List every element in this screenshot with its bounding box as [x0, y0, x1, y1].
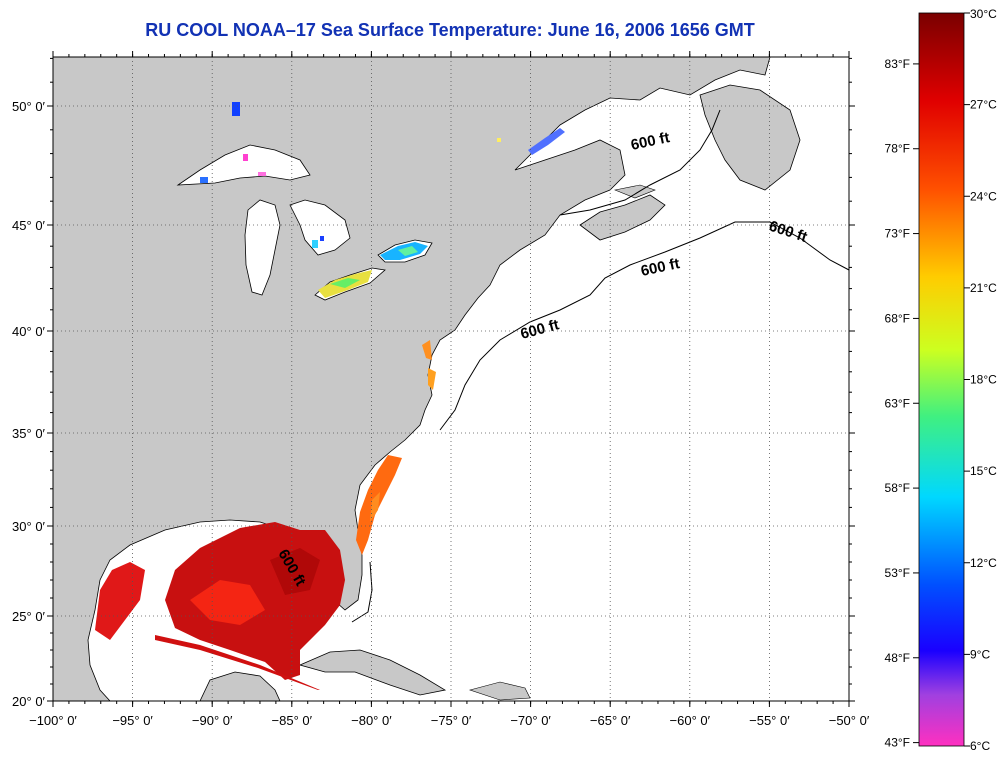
colorbar-label-fahrenheit: 63°F: [885, 396, 910, 410]
colorbar-labels: 30°C 27°C 24°C 21°C 18°C 15°C 12°C 9°C 6°C 83°F 78…: [885, 7, 998, 753]
x-tick-label: −75° 0′: [431, 713, 472, 728]
colorbar-label-celsius: 9°C: [970, 647, 990, 661]
y-tick-label: 20° 0′: [12, 694, 46, 709]
land-hispaniola: [468, 681, 531, 701]
y-tick-label: 45° 0′: [12, 218, 46, 233]
land-cuba: [298, 649, 447, 696]
colorbar-label-fahrenheit: 78°F: [885, 142, 910, 156]
colorbar-label-fahrenheit: 73°F: [885, 227, 910, 241]
graticule: [53, 57, 849, 701]
map-title: RU COOL NOAA–17 Sea Surface Temperature:…: [145, 20, 755, 40]
colorbar-label-celsius: 6°C: [970, 739, 990, 753]
isobath-600ft: [439, 221, 849, 431]
y-tick-label: 50° 0′: [12, 99, 46, 114]
land-yucatan: [199, 671, 281, 701]
gulf-stream-pixels: [356, 340, 436, 555]
x-tick-label: −90° 0′: [192, 713, 233, 728]
y-tick-label: 40° 0′: [12, 324, 46, 339]
x-tick-label: −85° 0′: [272, 713, 313, 728]
x-tick-label: −70° 0′: [510, 713, 551, 728]
x-tick-label: −60° 0′: [670, 713, 711, 728]
colorbar-label-celsius: 12°C: [970, 556, 997, 570]
colorbar-label-celsius: 21°C: [970, 281, 997, 295]
colorbar: [918, 12, 965, 747]
colorbar-label-fahrenheit: 58°F: [885, 481, 910, 495]
colorbar-label-fahrenheit: 53°F: [885, 566, 910, 580]
lake-superior: [176, 144, 311, 186]
lake-sst-pixels: [200, 102, 565, 298]
land-newfoundland: [699, 84, 801, 191]
colorbar-label-celsius: 24°C: [970, 189, 997, 203]
lake-huron: [289, 199, 351, 256]
colorbar-label-celsius: 30°C: [970, 7, 997, 21]
colorbar-label-celsius: 18°C: [970, 373, 997, 387]
x-tick-label: −55° 0′: [749, 713, 790, 728]
colorbar-label-fahrenheit: 68°F: [885, 311, 910, 325]
x-tick-label: −80° 0′: [351, 713, 392, 728]
colorbar-label-fahrenheit: 48°F: [885, 651, 910, 665]
x-tick-label: −50° 0′: [829, 713, 870, 728]
lake-michigan: [244, 199, 281, 296]
colorbar-label-celsius: 27°C: [970, 98, 997, 112]
axis-ticks: −100° 0′ −95° 0′ −90° 0′ −85° 0′ −80° 0′ −75°…: [12, 51, 870, 728]
isobath-florida: [351, 561, 373, 623]
colorbar-label-fahrenheit: 43°F: [885, 736, 910, 750]
x-tick-label: −95° 0′: [112, 713, 153, 728]
y-tick-label: 25° 0′: [12, 609, 46, 624]
land-nova-scotia: [579, 194, 666, 241]
colorbar-label-fahrenheit: 83°F: [885, 57, 910, 71]
colorbar-label-celsius: 15°C: [970, 464, 997, 478]
x-tick-label: −100° 0′: [29, 713, 77, 728]
isobath-gulf-of-maine: [559, 109, 721, 216]
y-tick-label: 35° 0′: [12, 426, 46, 441]
x-tick-label: −65° 0′: [590, 713, 631, 728]
y-tick-label: 30° 0′: [12, 519, 46, 534]
